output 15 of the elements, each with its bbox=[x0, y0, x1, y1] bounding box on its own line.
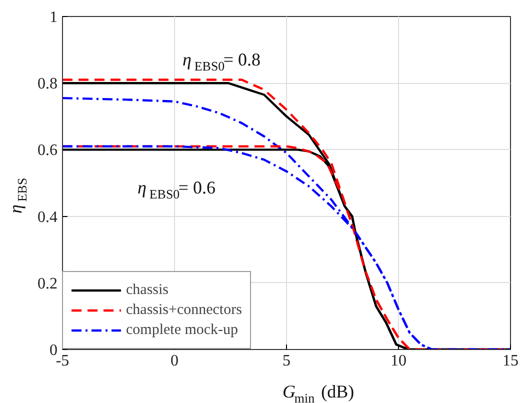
y-tick-label: 0.4 bbox=[38, 208, 58, 226]
y-axis-title: ηEBS bbox=[6, 178, 30, 214]
y-tick-label: 0.2 bbox=[38, 275, 58, 292]
y-tick-label: 0.6 bbox=[38, 142, 58, 160]
x-tick-label: 0 bbox=[170, 352, 178, 370]
x-tick-label: 10 bbox=[390, 352, 406, 370]
y-tick-label: 0.8 bbox=[38, 76, 58, 93]
legend-label: chassis bbox=[126, 282, 168, 298]
x-tick-label: 5 bbox=[282, 352, 290, 370]
y-tick-label: 0 bbox=[50, 342, 58, 359]
x-tick-label: -5 bbox=[56, 352, 70, 370]
y-tick-label: 1 bbox=[50, 9, 58, 26]
legend-label: chassis+connectors bbox=[126, 302, 242, 318]
x-tick-label: 15 bbox=[502, 352, 518, 370]
legend-label: complete mock-up bbox=[126, 322, 238, 338]
